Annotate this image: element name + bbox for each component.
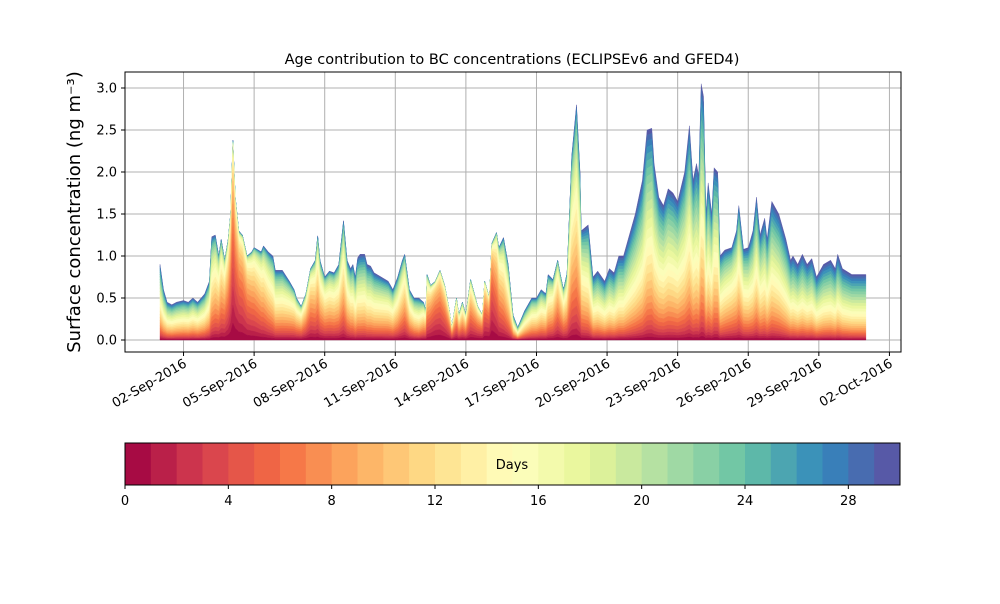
colorbar-tick-label: 24 <box>737 494 754 509</box>
colorbar-bin <box>564 443 591 485</box>
colorbar-tick-label: 8 <box>328 494 336 509</box>
colorbar-label: Days <box>496 458 529 473</box>
colorbar-bin <box>486 443 513 485</box>
chart-title: Age contribution to BC concentrations (E… <box>285 52 740 68</box>
y-axis: 0.0 0.5 1.0 1.5 2.0 2.5 3.0 <box>96 82 125 349</box>
colorbar-bin <box>667 443 694 485</box>
colorbar-tick-label: 28 <box>840 494 857 509</box>
colorbar-bin <box>383 443 410 485</box>
colorbar-bin <box>770 443 798 485</box>
colorbar-bin <box>822 443 849 485</box>
colorbar-bin <box>538 443 565 485</box>
stacked-areas <box>159 83 867 341</box>
colorbar-bin <box>280 443 307 485</box>
age-class-area-0 <box>159 322 867 341</box>
colorbar-bin <box>435 443 462 485</box>
colorbar-tick-label: 4 <box>224 494 232 509</box>
y-tick-label: 2.0 <box>96 166 117 181</box>
colorbar-bin <box>796 443 823 485</box>
colorbar-bin <box>228 443 255 485</box>
colorbar-bin <box>590 443 617 485</box>
y-tick-label: 1.0 <box>96 250 117 265</box>
colorbar-bin <box>409 443 436 485</box>
colorbar-bin <box>874 443 901 485</box>
colorbar-bin <box>460 443 488 485</box>
colorbar-bin <box>745 443 772 485</box>
colorbar-bin <box>125 443 152 485</box>
colorbar-bin <box>202 443 229 485</box>
colorbar-bin <box>150 443 178 485</box>
y-tick-label: 1.5 <box>96 208 117 223</box>
colorbar-tick-label: 20 <box>633 494 650 509</box>
colorbar-bin <box>357 443 384 485</box>
colorbar-tick-label: 0 <box>121 494 129 509</box>
y-tick-label: 0.0 <box>96 334 117 349</box>
y-tick-label: 3.0 <box>96 82 117 97</box>
colorbar: 0 4 8 12 16 20 24 28 <box>121 442 901 509</box>
colorbar-frame <box>124 442 901 486</box>
colorbar-bin <box>719 443 746 485</box>
y-tick-label: 0.5 <box>96 292 117 307</box>
colorbar-bin <box>331 443 358 485</box>
colorbar-bin <box>693 443 720 485</box>
colorbar-tick-label: 16 <box>530 494 547 509</box>
colorbar-bin <box>848 443 875 485</box>
colorbar-bin <box>641 443 668 485</box>
colorbar-tick-label: 12 <box>427 494 444 509</box>
plot-frame <box>124 71 902 353</box>
colorbar-bin <box>512 443 539 485</box>
colorbar-bin <box>615 443 643 485</box>
y-tick-label: 2.5 <box>96 124 117 139</box>
colorbar-bin <box>176 443 203 485</box>
colorbar-bin <box>254 443 281 485</box>
colorbar-bin <box>305 443 333 485</box>
y-axis-label: Surface concentration (ng m⁻³) <box>64 71 85 353</box>
